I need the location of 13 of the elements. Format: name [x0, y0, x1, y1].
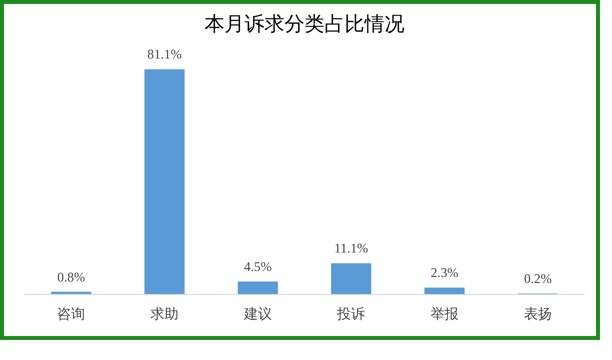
x-tick-label: 求助	[150, 306, 178, 322]
data-label: 4.5%	[244, 259, 272, 274]
x-tick-label: 投诉	[336, 306, 366, 322]
data-label: 11.1%	[334, 240, 368, 256]
data-label: 2.3%	[430, 265, 458, 280]
data-label: 0.8%	[57, 269, 86, 284]
data-label: 0.2%	[524, 270, 552, 286]
data-label: 81.1%	[147, 46, 182, 62]
x-tick-label: 建议	[242, 306, 272, 322]
x-tick-label: 咨询	[57, 306, 86, 322]
chart-title: 本月诉求分类占比情况	[204, 12, 404, 36]
x-tick-label: 表扬	[524, 306, 552, 322]
x-tick-label: 举报	[430, 306, 458, 322]
